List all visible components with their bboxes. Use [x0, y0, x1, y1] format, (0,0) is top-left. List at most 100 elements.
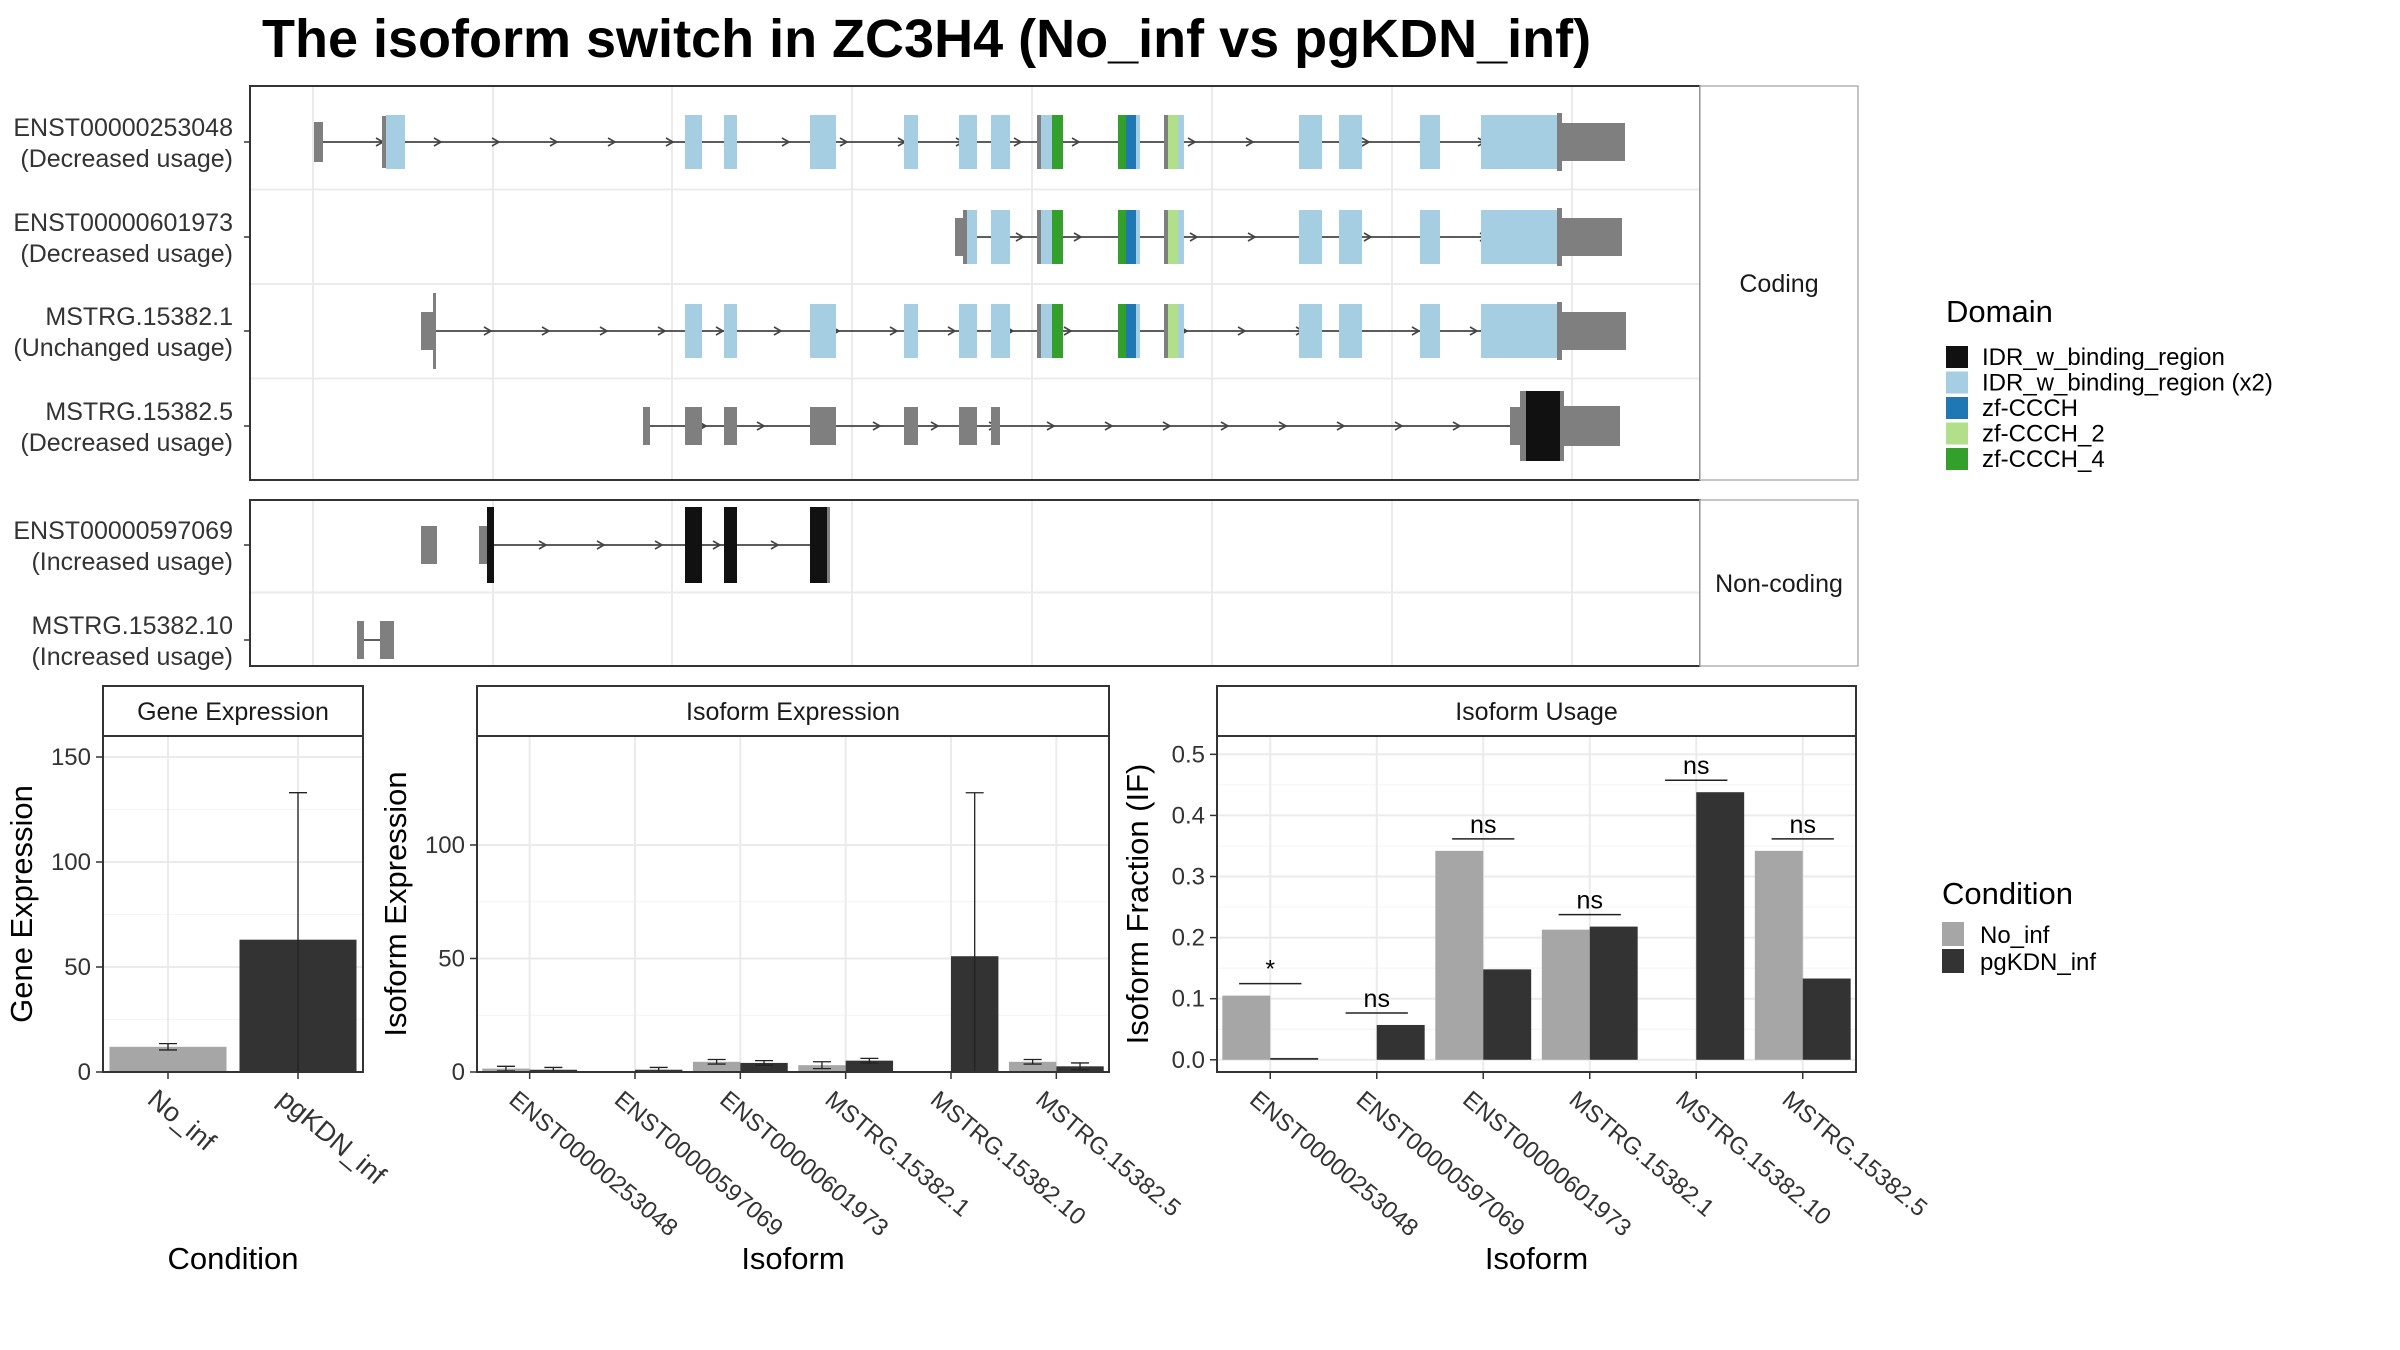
domain-exon	[1168, 115, 1178, 169]
domain-exon	[1126, 210, 1136, 264]
intron-arrow	[541, 326, 551, 336]
domain-exon	[991, 304, 1010, 358]
utr-exon	[479, 526, 487, 564]
noncoding-panel-bg	[250, 500, 1700, 666]
intron-arrow	[781, 137, 791, 147]
bar	[1541, 929, 1590, 1060]
domain-exon	[1339, 304, 1362, 358]
panel-isoform-usage: Isoform Usage * ns ns ns ns ns 0.0 0.1 0.2 0.3 0.4 0…	[1120, 685, 1932, 1276]
domain-exon	[1136, 210, 1140, 264]
intron-arrow	[1187, 137, 1197, 147]
strip-box	[102, 685, 364, 737]
intron-arrow	[433, 137, 443, 147]
intron-arrow	[889, 326, 899, 336]
y-tick-label: 100	[51, 849, 91, 876]
panel-border	[102, 735, 364, 1073]
intron-arrow	[1247, 232, 1257, 242]
intron-arrow	[1361, 137, 1371, 147]
domain-legend-key	[1946, 371, 1968, 394]
domain-legend-key	[1946, 448, 1968, 470]
domain-legend-label: zf-CCCH_2	[1982, 421, 2105, 448]
domain-exon	[904, 115, 918, 169]
domain-exon	[810, 115, 836, 169]
panel-border	[1216, 735, 1857, 1073]
bar	[1270, 1057, 1319, 1060]
domain-exon	[1339, 115, 1362, 169]
intron-arrow	[491, 137, 501, 147]
bar	[692, 1061, 741, 1072]
bar	[1696, 792, 1745, 1060]
utr-exon	[904, 407, 918, 445]
transcript-usage-label: (Unchanged usage)	[13, 334, 233, 362]
domain-legend-label: zf-CCCH	[1982, 395, 2078, 422]
y-tick-label: 0.4	[1172, 802, 1205, 829]
panel-gene-expression: Gene Expression 0 50 100 150 No_inf pgKDN_inf C…	[4, 685, 392, 1276]
utr-exon	[380, 621, 394, 659]
transcript-label: ENST00000597069	[13, 517, 233, 545]
intron-arrow	[1245, 137, 1255, 147]
bar	[740, 1062, 788, 1072]
utr-exon	[1562, 218, 1622, 256]
domain-exon	[1178, 115, 1184, 169]
transcript-usage-label: (Increased usage)	[31, 643, 233, 671]
chart-title: The isoform switch in ZC3H4 (No_inf vs p…	[262, 9, 1592, 69]
utr-exon	[963, 210, 967, 264]
utr-exon	[810, 407, 836, 445]
strip-box	[476, 685, 1110, 737]
intron-arrow	[773, 326, 783, 336]
intron-arrow	[1162, 421, 1172, 431]
intron-arrow	[1189, 232, 1199, 242]
bar	[1754, 850, 1803, 1060]
domain-exon	[1052, 115, 1063, 169]
domain-exon	[1136, 304, 1140, 358]
y-tick-label: 0.0	[1172, 1047, 1205, 1074]
intron-arrow	[596, 540, 606, 550]
domain-exon	[724, 304, 737, 358]
strip-label: Isoform Usage	[1455, 698, 1618, 726]
intron-arrow	[947, 326, 957, 336]
domain-exon	[1481, 304, 1557, 358]
intron-arrow	[538, 540, 548, 550]
transcript-usage-label: (Decreased usage)	[20, 240, 233, 268]
domain-exon	[1118, 210, 1126, 264]
x-tick-label: pgKDN_inf	[272, 1084, 392, 1191]
utr-exon	[1562, 312, 1626, 350]
utr-exon	[955, 218, 963, 256]
intron-arrow	[549, 137, 559, 147]
intron-arrow	[1220, 421, 1230, 431]
x-axis-title: Isoform	[741, 1241, 844, 1276]
intron-arrow	[930, 421, 940, 431]
intron-arrow	[1278, 421, 1288, 431]
domain-exon	[685, 304, 702, 358]
intron-arrow	[1073, 232, 1083, 242]
condition-legend-title: Condition	[1942, 876, 2073, 911]
strip-label: Gene Expression	[137, 698, 329, 726]
significance-label: ns	[1683, 752, 1709, 780]
domain-exon	[1299, 304, 1322, 358]
intron-arrow	[1411, 326, 1421, 336]
utr-exon	[1037, 304, 1041, 358]
intron-arrow	[654, 540, 664, 550]
utr-exon	[643, 407, 650, 445]
track-MSTRG.15382.1	[421, 293, 1626, 369]
intron-arrow	[483, 326, 493, 336]
y-tick-label: 50	[64, 954, 91, 981]
utr-exon	[314, 122, 323, 162]
domain-exon	[724, 507, 737, 583]
x-axis-title: Condition	[168, 1241, 299, 1276]
condition-legend-label: No_inf	[1980, 922, 2050, 949]
domain-exon	[1041, 210, 1052, 264]
track-ENST00000253048	[314, 113, 1625, 171]
domain-legend-label: zf-CCCH_4	[1982, 446, 2105, 473]
y-tick-label: 0	[78, 1059, 91, 1086]
intron-arrow	[872, 421, 882, 431]
y-tick-label: 50	[438, 945, 465, 972]
domain-exon	[967, 210, 977, 264]
utr-exon	[433, 293, 436, 369]
track-MSTRG.15382.5	[643, 391, 1620, 461]
domain-exon	[1178, 210, 1184, 264]
utr-exon	[421, 312, 433, 350]
domain-legend-key	[1946, 346, 1968, 368]
utr-exon	[1564, 406, 1620, 446]
strip-box	[1216, 685, 1857, 737]
